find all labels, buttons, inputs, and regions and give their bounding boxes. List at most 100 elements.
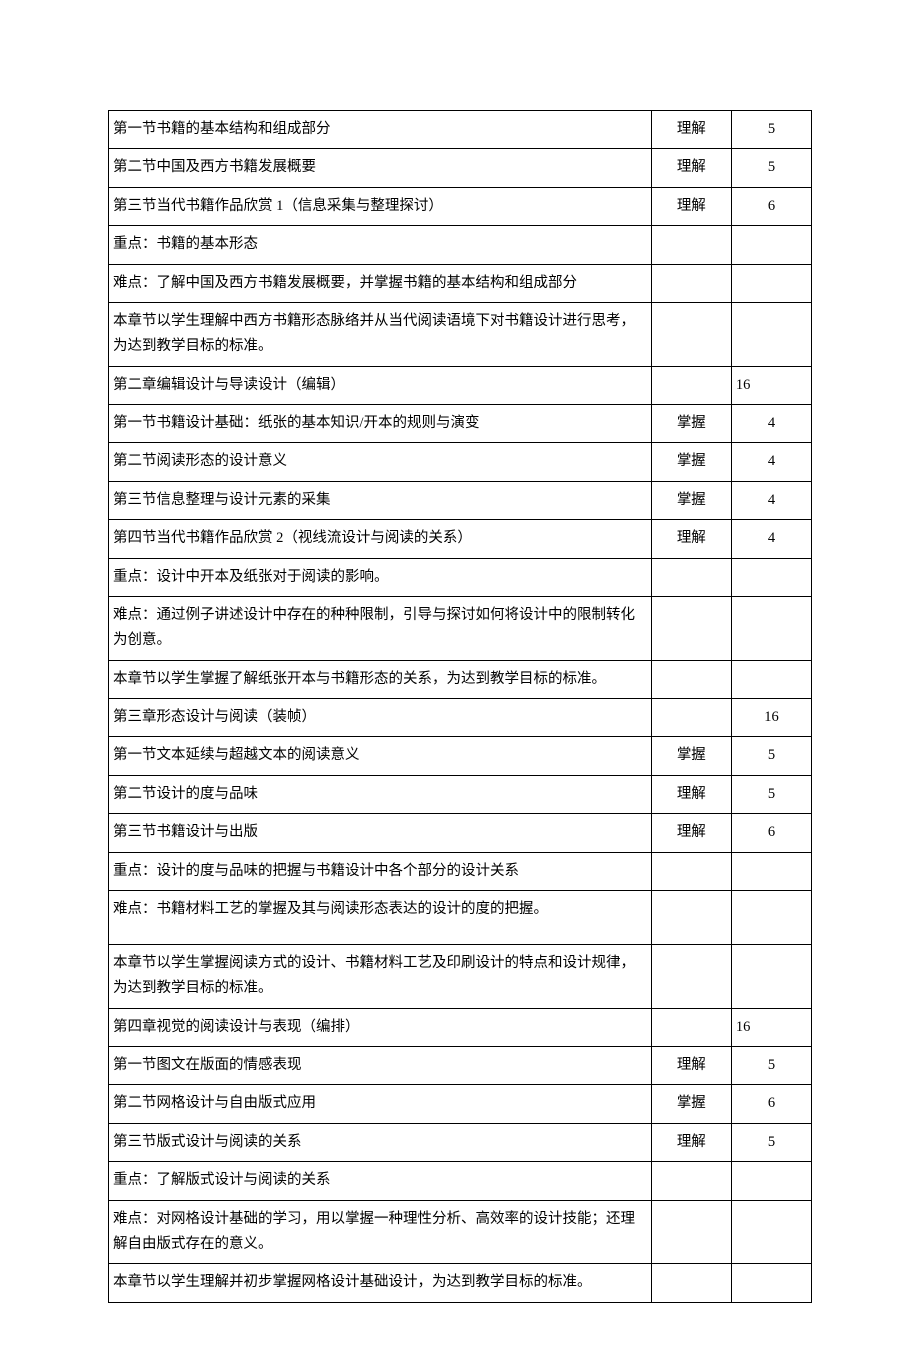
- level-cell: [651, 660, 731, 698]
- level-cell: 理解: [651, 775, 731, 813]
- hours-cell: 16: [731, 1008, 811, 1046]
- level-cell: 掌握: [651, 1085, 731, 1123]
- hours-cell: 5: [731, 737, 811, 775]
- level-cell: 理解: [651, 520, 731, 558]
- content-cell: 第二节设计的度与品味: [109, 775, 652, 813]
- content-cell: 本章节以学生掌握阅读方式的设计、书籍材料工艺及印刷设计的特点和设计规律，为达到教…: [109, 944, 652, 1008]
- level-cell: 理解: [651, 1047, 731, 1085]
- content-cell: 重点：设计的度与品味的把握与书籍设计中各个部分的设计关系: [109, 852, 652, 890]
- content-cell: 第二节网格设计与自由版式应用: [109, 1085, 652, 1123]
- hours-cell: [731, 558, 811, 596]
- hours-cell: 4: [731, 520, 811, 558]
- table-row: 重点：书籍的基本形态: [109, 226, 812, 264]
- content-cell: 难点：通过例子讲述设计中存在的种种限制，引导与探讨如何将设计中的限制转化为创意。: [109, 596, 652, 660]
- level-cell: 理解: [651, 1123, 731, 1161]
- level-cell: 掌握: [651, 405, 731, 443]
- hours-cell: [731, 596, 811, 660]
- content-cell: 重点：了解版式设计与阅读的关系: [109, 1162, 652, 1200]
- content-cell: 难点：书籍材料工艺的掌握及其与阅读形态表达的设计的度的把握。: [109, 890, 652, 944]
- content-cell: 本章节以学生理解并初步掌握网格设计基础设计，为达到教学目标的标准。: [109, 1264, 652, 1302]
- level-cell: [651, 890, 731, 944]
- table-row: 本章节以学生掌握阅读方式的设计、书籍材料工艺及印刷设计的特点和设计规律，为达到教…: [109, 944, 812, 1008]
- level-cell: [651, 1264, 731, 1302]
- table-row: 第四章视觉的阅读设计与表现（编排） 16: [109, 1008, 812, 1046]
- content-cell: 第一节文本延续与超越文本的阅读意义: [109, 737, 652, 775]
- content-cell: 第三节书籍设计与出版: [109, 814, 652, 852]
- table-row: 第一节图文在版面的情感表现理解5: [109, 1047, 812, 1085]
- content-cell: 第三节信息整理与设计元素的采集: [109, 481, 652, 519]
- hours-cell: 5: [731, 1123, 811, 1161]
- level-cell: [651, 302, 731, 366]
- level-cell: 掌握: [651, 737, 731, 775]
- syllabus-table: 第一节书籍的基本结构和组成部分理解5第二节中国及西方书籍发展概要理解5第三节当代…: [108, 110, 812, 1303]
- level-cell: [651, 699, 731, 737]
- hours-cell: [731, 660, 811, 698]
- level-cell: [651, 226, 731, 264]
- hours-cell: 5: [731, 1047, 811, 1085]
- table-row: 本章节以学生理解中西方书籍形态脉络并从当代阅读语境下对书籍设计进行思考，为达到教…: [109, 302, 812, 366]
- table-row: 第二节中国及西方书籍发展概要理解5: [109, 149, 812, 187]
- table-row: 第三节信息整理与设计元素的采集掌握4: [109, 481, 812, 519]
- level-cell: [651, 1162, 731, 1200]
- level-cell: [651, 944, 731, 1008]
- level-cell: [651, 558, 731, 596]
- level-cell: 掌握: [651, 443, 731, 481]
- hours-cell: [731, 1200, 811, 1264]
- level-cell: 理解: [651, 187, 731, 225]
- hours-cell: [731, 264, 811, 302]
- hours-cell: 5: [731, 775, 811, 813]
- content-cell: 第三章形态设计与阅读（装帧）: [109, 699, 652, 737]
- table-row: 重点：设计中开本及纸张对于阅读的影响。: [109, 558, 812, 596]
- level-cell: [651, 366, 731, 404]
- table-row: 本章节以学生掌握了解纸张开本与书籍形态的关系，为达到教学目标的标准。: [109, 660, 812, 698]
- content-cell: 第四章视觉的阅读设计与表现（编排）: [109, 1008, 652, 1046]
- level-cell: [651, 1200, 731, 1264]
- table-row: 第二节网格设计与自由版式应用掌握6: [109, 1085, 812, 1123]
- hours-cell: 5: [731, 111, 811, 149]
- content-cell: 难点：对网格设计基础的学习，用以掌握一种理性分析、高效率的设计技能；还理解自由版…: [109, 1200, 652, 1264]
- hours-cell: 6: [731, 1085, 811, 1123]
- level-cell: [651, 264, 731, 302]
- table-row: 第一节书籍设计基础：纸张的基本知识/开本的规则与演变掌握4: [109, 405, 812, 443]
- hours-cell: 6: [731, 814, 811, 852]
- table-row: 本章节以学生理解并初步掌握网格设计基础设计，为达到教学目标的标准。: [109, 1264, 812, 1302]
- table-row: 第三章形态设计与阅读（装帧） 16: [109, 699, 812, 737]
- hours-cell: [731, 226, 811, 264]
- level-cell: 理解: [651, 111, 731, 149]
- hours-cell: 16: [731, 699, 811, 737]
- hours-cell: 4: [731, 443, 811, 481]
- table-row: 难点：了解中国及西方书籍发展概要，并掌握书籍的基本结构和组成部分: [109, 264, 812, 302]
- hours-cell: 5: [731, 149, 811, 187]
- table-row: 第三节当代书籍作品欣赏 1（信息采集与整理探讨）理解6: [109, 187, 812, 225]
- content-cell: 本章节以学生理解中西方书籍形态脉络并从当代阅读语境下对书籍设计进行思考，为达到教…: [109, 302, 652, 366]
- content-cell: 第一节书籍的基本结构和组成部分: [109, 111, 652, 149]
- hours-cell: [731, 1264, 811, 1302]
- table-row: 难点：对网格设计基础的学习，用以掌握一种理性分析、高效率的设计技能；还理解自由版…: [109, 1200, 812, 1264]
- table-body: 第一节书籍的基本结构和组成部分理解5第二节中国及西方书籍发展概要理解5第三节当代…: [109, 111, 812, 1303]
- table-row: 重点：设计的度与品味的把握与书籍设计中各个部分的设计关系: [109, 852, 812, 890]
- table-row: 重点：了解版式设计与阅读的关系: [109, 1162, 812, 1200]
- hours-cell: 4: [731, 481, 811, 519]
- content-cell: 第二节中国及西方书籍发展概要: [109, 149, 652, 187]
- content-cell: 第一节书籍设计基础：纸张的基本知识/开本的规则与演变: [109, 405, 652, 443]
- table-row: 第二节设计的度与品味理解5: [109, 775, 812, 813]
- content-cell: 难点：了解中国及西方书籍发展概要，并掌握书籍的基本结构和组成部分: [109, 264, 652, 302]
- content-cell: 重点：设计中开本及纸张对于阅读的影响。: [109, 558, 652, 596]
- table-row: 第二节阅读形态的设计意义掌握4: [109, 443, 812, 481]
- hours-cell: [731, 1162, 811, 1200]
- level-cell: 理解: [651, 814, 731, 852]
- table-row: 第三节书籍设计与出版理解6: [109, 814, 812, 852]
- table-row: 第四节当代书籍作品欣赏 2（视线流设计与阅读的关系）理解4: [109, 520, 812, 558]
- hours-cell: [731, 890, 811, 944]
- level-cell: [651, 852, 731, 890]
- table-row: 第二章编辑设计与导读设计（编辑）16: [109, 366, 812, 404]
- table-row: 难点：书籍材料工艺的掌握及其与阅读形态表达的设计的度的把握。: [109, 890, 812, 944]
- table-row: 第三节版式设计与阅读的关系理解5: [109, 1123, 812, 1161]
- table-row: 第一节书籍的基本结构和组成部分理解5: [109, 111, 812, 149]
- content-cell: 第四节当代书籍作品欣赏 2（视线流设计与阅读的关系）: [109, 520, 652, 558]
- level-cell: 理解: [651, 149, 731, 187]
- hours-cell: 16: [731, 366, 811, 404]
- hours-cell: 4: [731, 405, 811, 443]
- level-cell: [651, 596, 731, 660]
- hours-cell: [731, 852, 811, 890]
